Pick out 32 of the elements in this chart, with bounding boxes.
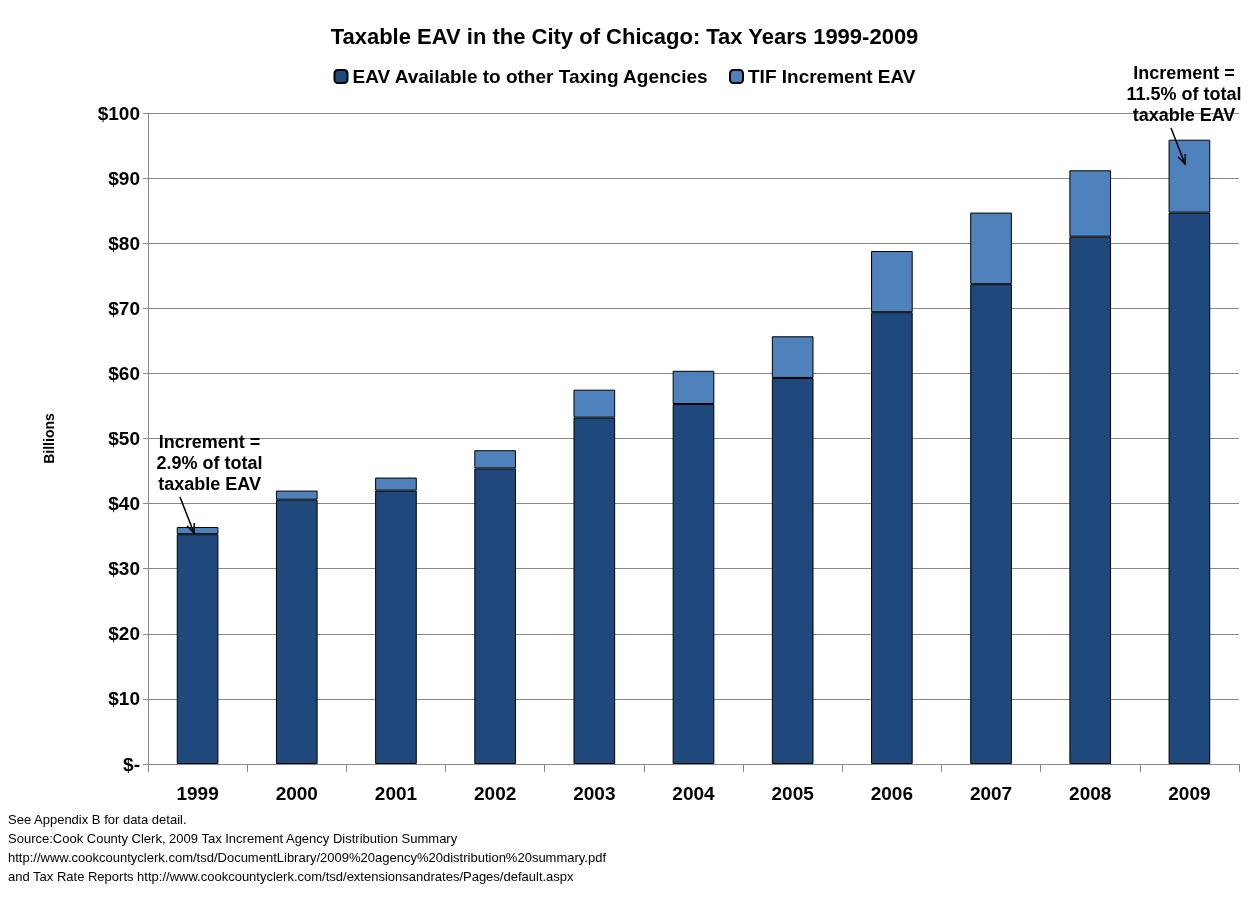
annotation: Increment = 11.5% of total taxable EAV xyxy=(1125,63,1243,126)
y-tick-label: $50 xyxy=(108,428,140,449)
x-tick-label: 2003 xyxy=(573,783,616,804)
y-tick-label: $30 xyxy=(108,558,140,580)
y-tick-label: $70 xyxy=(108,297,140,319)
text: http://www.cookcountyclerk.com/tsd/DocumentLibrary/2009%20agency%20distribution%20summary.pdf xyxy=(8,849,607,867)
y-tick-label: $10 xyxy=(108,688,140,710)
x-tick-label: 2007 xyxy=(969,783,1013,804)
x-tick-label: 2009 xyxy=(1168,783,1211,804)
y-tick-label: $100 xyxy=(97,102,140,124)
y-axis-title: Billions xyxy=(41,413,57,464)
x-tick-label: 2002 xyxy=(474,783,517,804)
y-tick-label: $90 xyxy=(108,167,140,189)
x-tick-label: 1999 xyxy=(176,783,219,804)
legend-label: EAV Available to other Taxing Agencies xyxy=(352,66,708,87)
legend-label: TIF Increment EAV xyxy=(748,66,916,87)
x-tick-label: 2004 xyxy=(672,783,716,804)
x-tick-label: 2006 xyxy=(870,783,913,804)
text: and Tax Rate Reports http://www.cookcountyclerk.com/tsd/extensionsandrates/Pages/default.aspx xyxy=(8,868,575,886)
x-tick-label: 2000 xyxy=(275,783,318,804)
x-tick-label: 2005 xyxy=(771,783,815,804)
x-tick-label: 2001 xyxy=(374,783,418,804)
annotation: Increment = 2.9% of total taxable EAV xyxy=(155,432,264,496)
source-note: Source:Cook County Clerk, 2009 Tax Increment Agency Distribution Summary xyxy=(8,830,459,848)
text: See Appendix B for data detail. xyxy=(8,811,188,829)
chart-title: Taxable EAV in the City of Chicago: Tax Years 1999-2009 xyxy=(330,23,919,49)
y-tick-label: $40 xyxy=(108,493,140,515)
y-tick-label: $60 xyxy=(108,362,140,384)
y-tick-label: $20 xyxy=(108,623,140,645)
y-tick-label: $- xyxy=(123,753,140,775)
x-tick-label: 2008 xyxy=(1069,783,1112,804)
y-tick-label: $80 xyxy=(108,232,140,254)
